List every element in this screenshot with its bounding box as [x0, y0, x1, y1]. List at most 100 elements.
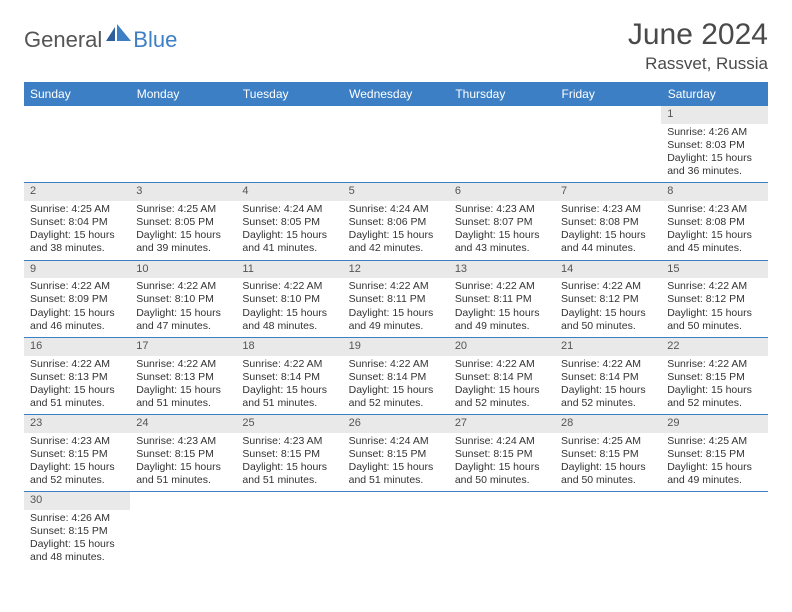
sunset-text: Sunset: 8:10 PM: [242, 293, 336, 306]
sunset-text: Sunset: 8:14 PM: [242, 371, 336, 384]
calendar-day-cell: [343, 106, 449, 183]
daylight-text: Daylight: 15 hours and 52 minutes.: [455, 384, 549, 410]
day-details: Sunrise: 4:23 AMSunset: 8:08 PMDaylight:…: [661, 201, 767, 260]
sunset-text: Sunset: 8:13 PM: [30, 371, 124, 384]
calendar-day-cell: [555, 492, 661, 569]
day-details: Sunrise: 4:24 AMSunset: 8:05 PMDaylight:…: [236, 201, 342, 260]
sunrise-text: Sunrise: 4:22 AM: [30, 280, 124, 293]
calendar-day-cell: 6Sunrise: 4:23 AMSunset: 8:07 PMDaylight…: [449, 183, 555, 260]
sunset-text: Sunset: 8:10 PM: [136, 293, 230, 306]
day-details: Sunrise: 4:22 AMSunset: 8:14 PMDaylight:…: [449, 356, 555, 415]
calendar-day-cell: 2Sunrise: 4:25 AMSunset: 8:04 PMDaylight…: [24, 183, 130, 260]
calendar-day-cell: [236, 492, 342, 569]
sunrise-text: Sunrise: 4:23 AM: [455, 203, 549, 216]
calendar-day-cell: 9Sunrise: 4:22 AMSunset: 8:09 PMDaylight…: [24, 260, 130, 337]
header: General Blue June 2024 Rassvet, Russia: [24, 18, 768, 74]
calendar-day-cell: 25Sunrise: 4:23 AMSunset: 8:15 PMDayligh…: [236, 415, 342, 492]
daylight-text: Daylight: 15 hours and 51 minutes.: [136, 384, 230, 410]
day-details: Sunrise: 4:23 AMSunset: 8:15 PMDaylight:…: [24, 433, 130, 492]
weekday-header: Thursday: [449, 82, 555, 106]
day-number: 22: [661, 338, 767, 356]
calendar-day-cell: 28Sunrise: 4:25 AMSunset: 8:15 PMDayligh…: [555, 415, 661, 492]
calendar-day-cell: 14Sunrise: 4:22 AMSunset: 8:12 PMDayligh…: [555, 260, 661, 337]
weekday-header-row: Sunday Monday Tuesday Wednesday Thursday…: [24, 82, 768, 106]
daylight-text: Daylight: 15 hours and 52 minutes.: [30, 461, 124, 487]
logo: General Blue: [24, 24, 177, 55]
calendar-day-cell: 7Sunrise: 4:23 AMSunset: 8:08 PMDaylight…: [555, 183, 661, 260]
calendar-week-row: 1Sunrise: 4:26 AMSunset: 8:03 PMDaylight…: [24, 106, 768, 183]
sunset-text: Sunset: 8:15 PM: [455, 448, 549, 461]
daylight-text: Daylight: 15 hours and 45 minutes.: [667, 229, 761, 255]
day-number: 30: [24, 492, 130, 510]
sunset-text: Sunset: 8:14 PM: [455, 371, 549, 384]
sunset-text: Sunset: 8:15 PM: [667, 371, 761, 384]
daylight-text: Daylight: 15 hours and 50 minutes.: [455, 461, 549, 487]
calendar-day-cell: 27Sunrise: 4:24 AMSunset: 8:15 PMDayligh…: [449, 415, 555, 492]
page: General Blue June 2024 Rassvet, Russia S…: [0, 0, 792, 569]
weekday-header: Saturday: [661, 82, 767, 106]
day-details: Sunrise: 4:25 AMSunset: 8:15 PMDaylight:…: [555, 433, 661, 492]
calendar-day-cell: [661, 492, 767, 569]
calendar-day-cell: [24, 106, 130, 183]
day-number: 14: [555, 261, 661, 279]
calendar-day-cell: 15Sunrise: 4:22 AMSunset: 8:12 PMDayligh…: [661, 260, 767, 337]
day-number: 2: [24, 183, 130, 201]
daylight-text: Daylight: 15 hours and 51 minutes.: [349, 461, 443, 487]
calendar-week-row: 9Sunrise: 4:22 AMSunset: 8:09 PMDaylight…: [24, 260, 768, 337]
calendar-day-cell: 20Sunrise: 4:22 AMSunset: 8:14 PMDayligh…: [449, 337, 555, 414]
calendar-day-cell: 17Sunrise: 4:22 AMSunset: 8:13 PMDayligh…: [130, 337, 236, 414]
day-number: 26: [343, 415, 449, 433]
sunrise-text: Sunrise: 4:23 AM: [30, 435, 124, 448]
day-number: 1: [661, 106, 767, 124]
sunrise-text: Sunrise: 4:22 AM: [561, 358, 655, 371]
daylight-text: Daylight: 15 hours and 52 minutes.: [349, 384, 443, 410]
sunset-text: Sunset: 8:08 PM: [561, 216, 655, 229]
calendar-day-cell: 3Sunrise: 4:25 AMSunset: 8:05 PMDaylight…: [130, 183, 236, 260]
sunset-text: Sunset: 8:03 PM: [667, 139, 761, 152]
day-details: Sunrise: 4:22 AMSunset: 8:11 PMDaylight:…: [343, 278, 449, 337]
daylight-text: Daylight: 15 hours and 36 minutes.: [667, 152, 761, 178]
sunrise-text: Sunrise: 4:22 AM: [667, 358, 761, 371]
logo-text-general: General: [24, 27, 102, 53]
day-details: Sunrise: 4:22 AMSunset: 8:13 PMDaylight:…: [24, 356, 130, 415]
sunrise-text: Sunrise: 4:25 AM: [561, 435, 655, 448]
calendar-day-cell: [130, 106, 236, 183]
day-details: Sunrise: 4:23 AMSunset: 8:15 PMDaylight:…: [236, 433, 342, 492]
day-number: 20: [449, 338, 555, 356]
sunrise-text: Sunrise: 4:25 AM: [30, 203, 124, 216]
calendar-day-cell: 8Sunrise: 4:23 AMSunset: 8:08 PMDaylight…: [661, 183, 767, 260]
sunset-text: Sunset: 8:13 PM: [136, 371, 230, 384]
calendar-day-cell: 26Sunrise: 4:24 AMSunset: 8:15 PMDayligh…: [343, 415, 449, 492]
day-details: Sunrise: 4:26 AMSunset: 8:15 PMDaylight:…: [24, 510, 130, 569]
day-number: 7: [555, 183, 661, 201]
day-details: Sunrise: 4:23 AMSunset: 8:07 PMDaylight:…: [449, 201, 555, 260]
calendar-day-cell: [449, 492, 555, 569]
daylight-text: Daylight: 15 hours and 43 minutes.: [455, 229, 549, 255]
title-block: June 2024 Rassvet, Russia: [628, 18, 768, 74]
sunset-text: Sunset: 8:15 PM: [667, 448, 761, 461]
daylight-text: Daylight: 15 hours and 48 minutes.: [30, 538, 124, 564]
day-details: Sunrise: 4:23 AMSunset: 8:08 PMDaylight:…: [555, 201, 661, 260]
daylight-text: Daylight: 15 hours and 51 minutes.: [242, 461, 336, 487]
sunset-text: Sunset: 8:15 PM: [242, 448, 336, 461]
daylight-text: Daylight: 15 hours and 52 minutes.: [561, 384, 655, 410]
sunrise-text: Sunrise: 4:23 AM: [242, 435, 336, 448]
calendar-day-cell: 29Sunrise: 4:25 AMSunset: 8:15 PMDayligh…: [661, 415, 767, 492]
calendar-table: Sunday Monday Tuesday Wednesday Thursday…: [24, 82, 768, 569]
day-details: Sunrise: 4:26 AMSunset: 8:03 PMDaylight:…: [661, 124, 767, 183]
day-number: 9: [24, 261, 130, 279]
day-number: 19: [343, 338, 449, 356]
daylight-text: Daylight: 15 hours and 51 minutes.: [136, 461, 230, 487]
daylight-text: Daylight: 15 hours and 49 minutes.: [349, 307, 443, 333]
calendar-day-cell: 12Sunrise: 4:22 AMSunset: 8:11 PMDayligh…: [343, 260, 449, 337]
sunrise-text: Sunrise: 4:24 AM: [242, 203, 336, 216]
day-details: Sunrise: 4:22 AMSunset: 8:14 PMDaylight:…: [236, 356, 342, 415]
sunset-text: Sunset: 8:14 PM: [561, 371, 655, 384]
day-details: Sunrise: 4:25 AMSunset: 8:15 PMDaylight:…: [661, 433, 767, 492]
weekday-header: Tuesday: [236, 82, 342, 106]
sunset-text: Sunset: 8:15 PM: [349, 448, 443, 461]
daylight-text: Daylight: 15 hours and 42 minutes.: [349, 229, 443, 255]
location-label: Rassvet, Russia: [628, 54, 768, 74]
daylight-text: Daylight: 15 hours and 47 minutes.: [136, 307, 230, 333]
calendar-day-cell: 1Sunrise: 4:26 AMSunset: 8:03 PMDaylight…: [661, 106, 767, 183]
